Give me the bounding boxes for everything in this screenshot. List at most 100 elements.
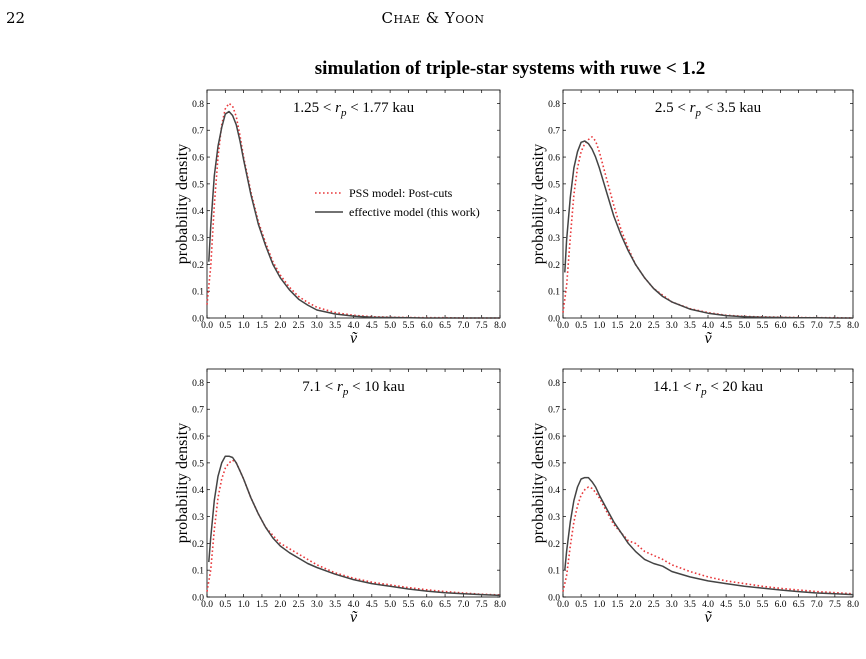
x-tick-label: 3.0 — [311, 321, 323, 331]
x-tick-label: 4.5 — [720, 321, 732, 331]
x-tick-label: 4.5 — [366, 600, 378, 610]
panel-1: 0.0 0.5 1.0 1.5 2.0 2.5 3.0 3.5 4.0 4.5 5.0 5.5 6.0 6… — [174, 89, 506, 347]
x-tick-label: 7.5 — [829, 321, 841, 331]
x-tick-label: 8.0 — [847, 321, 859, 331]
x-tick-label: 7.5 — [476, 321, 488, 331]
plot-frame — [206, 368, 501, 598]
x-tick-label: 7.0 — [811, 321, 823, 331]
y-tick-label: 0.0 — [548, 315, 560, 325]
x-tick-label: 6.5 — [439, 600, 451, 610]
x-tick-label: 3.0 — [666, 600, 678, 610]
panel-3: 0.0 0.5 1.0 1.5 2.0 2.5 3.0 3.5 4.0 4.5 5.0 5.5 6.0 6… — [174, 368, 506, 626]
effective-model-line — [564, 140, 853, 319]
x-axis-label: ṽ — [350, 609, 358, 626]
pss-model-line — [206, 459, 501, 596]
y-tick-label: 0.2 — [548, 261, 560, 271]
x-tick-label: 6.0 — [421, 321, 433, 331]
plot-frame — [562, 89, 854, 319]
x-axis-label: ṽ — [704, 609, 712, 626]
page-number: 22 — [6, 9, 26, 27]
x-tick-label: 8.0 — [494, 600, 506, 610]
y-tick-label: 0.2 — [192, 540, 204, 550]
y-tick-label: 0.6 — [548, 154, 560, 164]
legend-pss-label: PSS model: Post-cuts — [349, 186, 453, 200]
x-tick-label: 1.5 — [611, 600, 623, 610]
x-tick-label: 0.0 — [557, 600, 569, 610]
x-tick-label: 0.0 — [201, 600, 213, 610]
x-tick-label: 4.5 — [720, 600, 732, 610]
panel-label: 14.1 < rp < 20 kau — [653, 379, 763, 398]
effective-model-line — [564, 476, 854, 596]
plot-frame — [206, 89, 501, 319]
x-tick-label: 6.5 — [793, 600, 805, 610]
x-tick-label: 4.0 — [702, 321, 714, 331]
panel-label: 7.1 < rp < 10 kau — [302, 379, 405, 398]
y-tick-label: 0.4 — [548, 486, 560, 496]
x-tick-label: 1.5 — [611, 321, 623, 331]
x-tick-label: 8.0 — [494, 321, 506, 331]
x-tick-label: 1.0 — [593, 600, 605, 610]
x-tick-label: 1.0 — [593, 321, 605, 331]
y-tick-label: 0.3 — [192, 513, 204, 523]
x-tick-label: 6.5 — [439, 321, 451, 331]
y-axis-label: probability density — [530, 144, 547, 264]
x-tick-label: 5.0 — [384, 600, 396, 610]
pss-model-line — [562, 136, 854, 319]
y-tick-label: 0.6 — [192, 154, 204, 164]
x-tick-label: 2.0 — [274, 600, 286, 610]
figure-title: simulation of triple-star systems with r… — [314, 58, 706, 79]
x-tick-label: 3.5 — [684, 600, 696, 610]
y-tick-label: 0.7 — [192, 127, 204, 137]
x-tick-label: 2.5 — [293, 321, 305, 331]
y-tick-label: 0.4 — [548, 207, 560, 217]
y-tick-label: 0.8 — [192, 100, 204, 110]
y-tick-label: 0.2 — [192, 261, 204, 271]
y-tick-label: 0.5 — [548, 459, 560, 469]
y-tick-label: 0.1 — [548, 567, 560, 577]
x-tick-label: 7.0 — [811, 600, 823, 610]
x-tick-label: 7.5 — [829, 600, 841, 610]
x-tick-label: 2.5 — [648, 600, 660, 610]
x-tick-label: 4.5 — [366, 321, 378, 331]
panel-4: 0.0 0.5 1.0 1.5 2.0 2.5 3.0 3.5 4.0 4.5 5.0 5.5 6.0 6… — [530, 368, 859, 626]
x-axis-label: ṽ — [350, 330, 358, 347]
x-tick-label: 0.0 — [557, 321, 569, 331]
pss-model-line — [562, 486, 854, 595]
x-tick-label: 5.0 — [738, 321, 750, 331]
y-tick-label: 0.1 — [192, 288, 204, 298]
x-tick-label: 0.0 — [201, 321, 213, 331]
y-tick-label: 0.5 — [192, 459, 204, 469]
y-tick-label: 0.5 — [548, 180, 560, 190]
y-tick-label: 0.7 — [192, 406, 204, 416]
x-tick-label: 7.5 — [476, 600, 488, 610]
x-tick-label: 0.5 — [219, 321, 231, 331]
x-tick-label: 6.5 — [793, 321, 805, 331]
x-tick-label: 1.5 — [256, 321, 268, 331]
x-tick-label: 7.0 — [457, 600, 469, 610]
x-tick-label: 4.0 — [348, 321, 360, 331]
x-tick-label: 0.5 — [575, 321, 587, 331]
y-tick-label: 0.3 — [548, 234, 560, 244]
panel-label: 2.5 < rp < 3.5 kau — [655, 100, 762, 119]
x-tick-label: 5.0 — [384, 321, 396, 331]
x-tick-label: 2.5 — [293, 600, 305, 610]
y-tick-label: 0.8 — [192, 379, 204, 389]
y-tick-label: 0.0 — [192, 594, 204, 604]
y-tick-label: 0.7 — [548, 406, 560, 416]
y-axis-label: probability density — [174, 423, 191, 543]
x-tick-label: 7.0 — [457, 321, 469, 331]
x-tick-label: 3.5 — [329, 321, 341, 331]
legend-effective-label: effective model (this work) — [349, 205, 480, 219]
x-tick-label: 8.0 — [847, 600, 859, 610]
x-tick-label: 4.0 — [348, 600, 360, 610]
x-tick-label: 3.5 — [329, 600, 341, 610]
y-tick-label: 0.8 — [548, 100, 560, 110]
x-tick-label: 5.5 — [403, 321, 415, 331]
y-tick-label: 0.4 — [192, 486, 204, 496]
effective-model-line — [208, 455, 501, 597]
x-tick-label: 2.0 — [630, 600, 642, 610]
x-tick-label: 3.0 — [311, 600, 323, 610]
x-tick-label: 1.0 — [238, 600, 250, 610]
x-tick-label: 1.5 — [256, 600, 268, 610]
